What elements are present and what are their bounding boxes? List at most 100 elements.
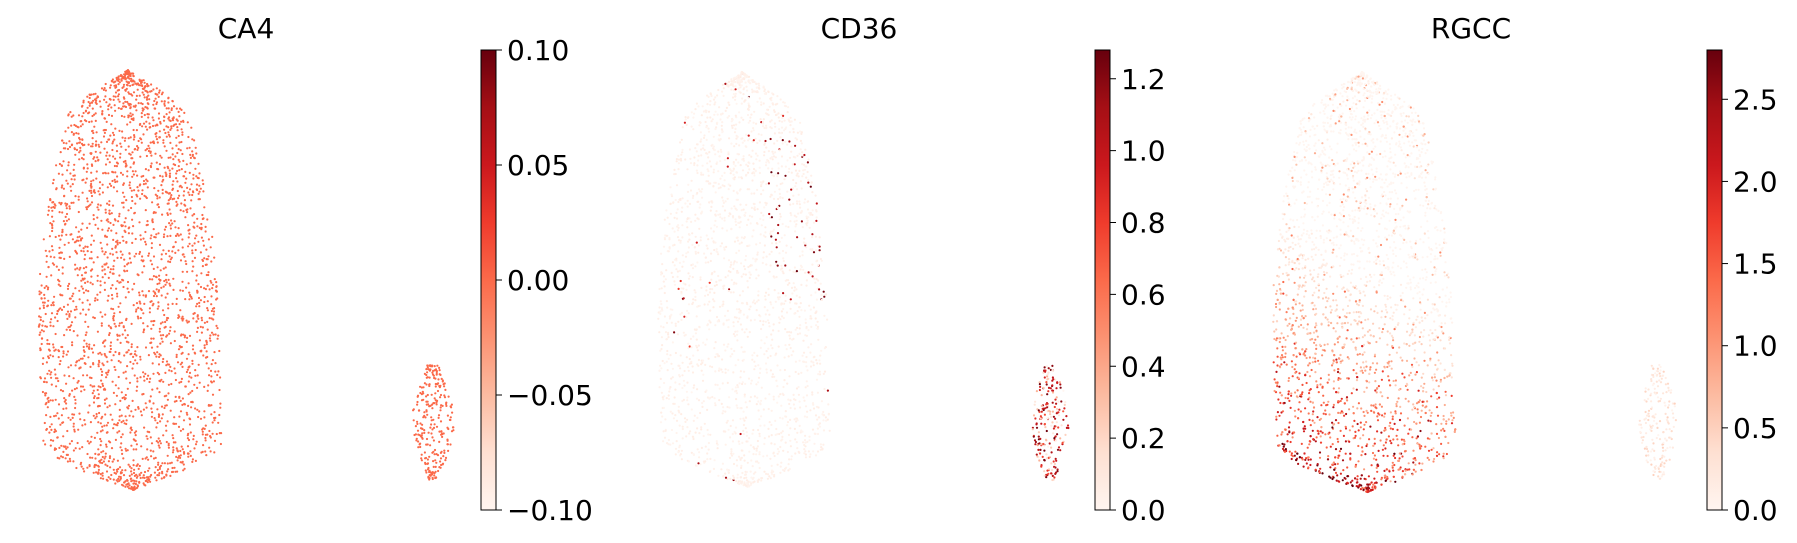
cell-point <box>96 279 99 282</box>
cell-point <box>195 234 198 237</box>
cell-point <box>736 473 739 476</box>
cell-point <box>152 211 155 215</box>
cell-point <box>182 469 185 472</box>
cell-point <box>154 476 157 479</box>
cell-point <box>433 448 437 452</box>
cell-point <box>812 403 815 406</box>
cell-point <box>205 350 208 353</box>
cell-point <box>183 452 186 455</box>
cell-point <box>672 201 675 204</box>
cell-point <box>132 448 135 451</box>
cell-point <box>143 96 146 99</box>
cell-point <box>129 477 132 480</box>
cell-point <box>763 442 766 446</box>
cell-point <box>745 223 749 227</box>
cell-point <box>687 246 691 249</box>
cell-point <box>765 161 768 164</box>
cell-point <box>807 200 810 203</box>
cell-point <box>778 296 781 299</box>
cell-point <box>52 325 55 328</box>
cell-point <box>124 336 127 339</box>
cell-point <box>108 154 111 157</box>
cell-point <box>78 447 81 450</box>
cell-point <box>49 199 52 202</box>
cell-point <box>776 175 779 178</box>
cell-point <box>172 288 175 291</box>
cell-point <box>135 308 138 311</box>
cell-point <box>128 184 131 187</box>
cell-point <box>189 431 192 434</box>
cell-point <box>681 236 684 239</box>
cell-point <box>728 168 732 171</box>
cell-point <box>822 419 825 422</box>
cell-point <box>770 156 774 159</box>
cell-point <box>42 238 45 241</box>
cell-point <box>71 413 74 416</box>
cell-point <box>115 144 118 147</box>
cell-point <box>771 242 774 245</box>
cell-point <box>765 371 769 374</box>
cell-point <box>66 446 69 449</box>
cell-point <box>101 425 104 428</box>
cell-point <box>153 417 156 420</box>
cell-point <box>129 431 132 434</box>
cell-point <box>135 448 138 451</box>
cell-point <box>77 132 80 135</box>
cell-point <box>109 413 112 416</box>
cell-point <box>59 423 62 426</box>
cell-point <box>708 300 711 303</box>
cell-point <box>790 188 793 191</box>
cell-point <box>60 186 63 189</box>
cell-point <box>164 424 168 427</box>
cell-point <box>718 387 721 390</box>
cell-point <box>660 287 663 290</box>
cell-point <box>198 190 201 193</box>
cell-point <box>188 228 191 231</box>
cell-point <box>727 318 730 321</box>
cell-point <box>681 437 684 440</box>
cell-point <box>724 109 727 112</box>
cell-point <box>63 400 66 403</box>
cell-point <box>783 368 787 372</box>
cell-point <box>789 307 792 310</box>
cell-point <box>679 157 683 160</box>
cell-point <box>187 393 190 396</box>
cell-point <box>112 155 115 158</box>
cell-point <box>155 123 159 126</box>
cell-point <box>98 361 101 364</box>
cell-point <box>773 454 776 458</box>
cell-point <box>165 429 168 432</box>
cell-point <box>191 344 195 347</box>
cell-point <box>123 265 126 268</box>
cell-point <box>156 141 159 144</box>
cell-point <box>768 270 771 273</box>
cell-point <box>40 337 44 340</box>
cell-point <box>163 100 166 103</box>
cell-point <box>57 417 60 420</box>
cell-point <box>124 480 127 483</box>
cell-point <box>760 479 763 482</box>
cell-point <box>786 382 789 385</box>
cell-point <box>749 470 752 473</box>
cell-point <box>154 92 157 95</box>
cell-point <box>675 211 678 214</box>
cell-point <box>151 218 154 221</box>
cell-point <box>133 474 136 477</box>
cell-point <box>421 437 424 440</box>
cell-point <box>723 219 726 222</box>
cell-point <box>156 266 159 269</box>
cell-point <box>690 179 693 182</box>
cell-point <box>708 201 711 204</box>
cell-point <box>778 432 781 436</box>
cell-point <box>143 265 146 268</box>
cell-point <box>750 264 753 267</box>
cell-point <box>79 385 83 388</box>
cell-point <box>200 222 203 226</box>
cell-point <box>42 439 45 442</box>
cell-point <box>752 453 755 456</box>
cell-point <box>725 106 729 109</box>
cell-point <box>109 134 112 137</box>
cell-point <box>76 441 79 445</box>
cell-point <box>158 446 161 449</box>
cell-point <box>70 124 73 127</box>
